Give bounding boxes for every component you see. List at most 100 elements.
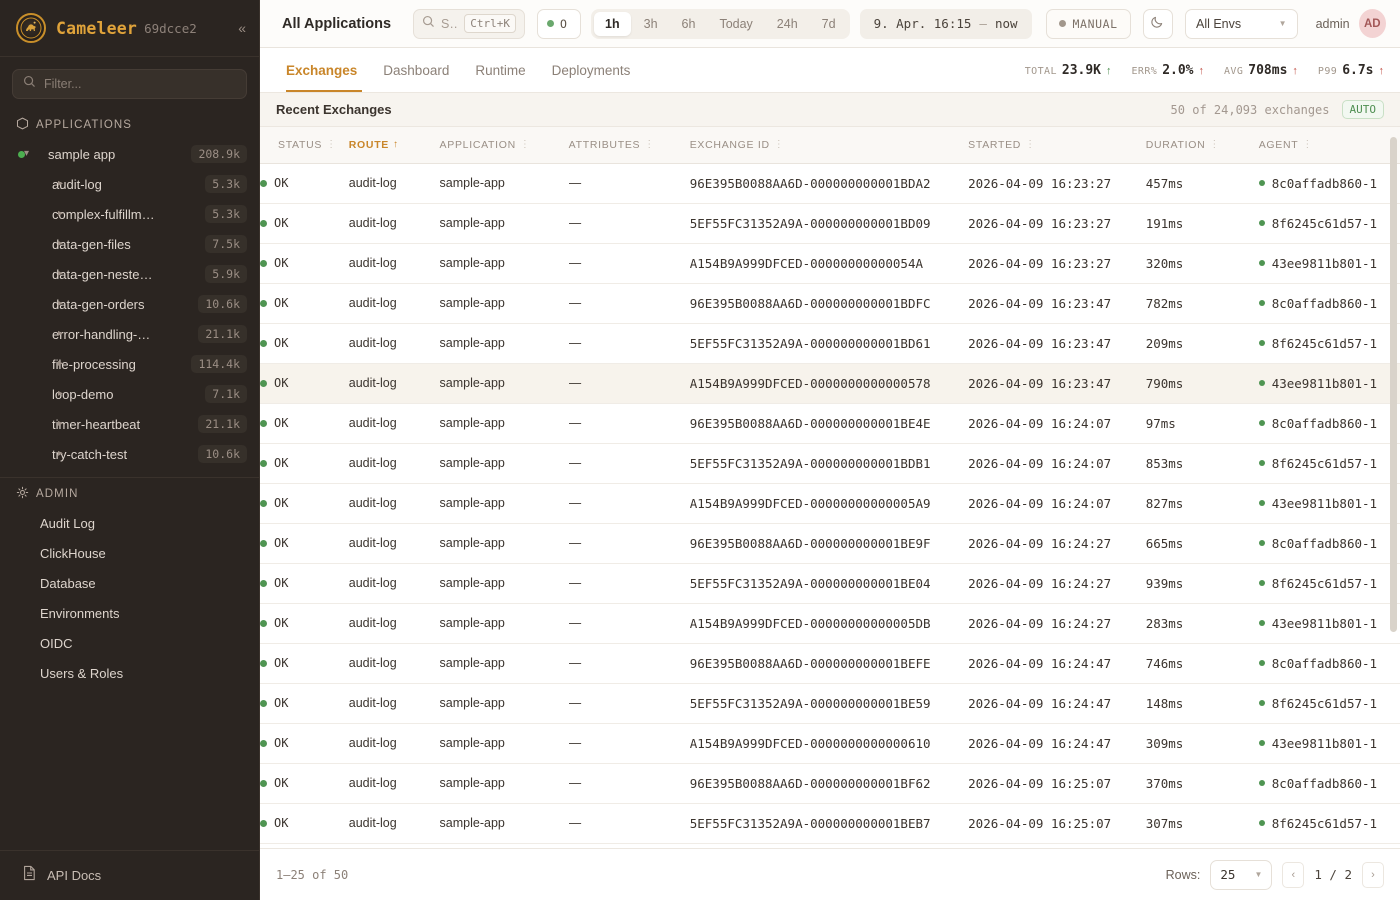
sidebar-route-item[interactable]: ▸ file-processing 114.4k	[0, 349, 259, 379]
cell-duration: 309ms	[1145, 723, 1259, 764]
tab-runtime[interactable]: Runtime	[475, 62, 526, 78]
table-row[interactable]: OK audit-log sample-app —96E395B0088AA6D-00…	[260, 403, 1400, 444]
table-row[interactable]: OK audit-log sample-app — A154B9A999DFCED-00…	[260, 723, 1400, 764]
cell-route: audit-log	[348, 323, 440, 364]
sidebar-header: Cameleer 69dcce2 «	[0, 0, 259, 57]
table-row[interactable]: OK audit-log sample-app — A154B9A999DFCED-00…	[260, 363, 1400, 404]
sidebar-filter[interactable]	[12, 69, 247, 99]
status-label: OK	[274, 656, 289, 670]
column-grip-icon[interactable]: ⋮	[1025, 139, 1036, 151]
status-dot-icon	[260, 539, 267, 547]
agent-label: 8c0affadb860-1	[1271, 775, 1378, 791]
table-row[interactable]: OK audit-log sample-app —96E395B0088AA6D-00…	[260, 763, 1400, 804]
sidebar-app-sample-app[interactable]: ▾ sample app 208.9k	[0, 139, 259, 169]
exchange-count-label: 50 of 24,093 exchanges	[1170, 102, 1330, 117]
env-select[interactable]: All Envs ▼	[1184, 8, 1298, 39]
search-input[interactable]: S… Ctrl+K	[413, 8, 526, 39]
range-btn-24h[interactable]: 24h	[776, 16, 798, 31]
agent-status-dot-icon	[1258, 540, 1265, 546]
table-row[interactable]: OK audit-log sample-app —96E395B0088AA6D-00…	[260, 523, 1400, 564]
theme-toggle-button[interactable]	[1142, 8, 1173, 39]
column-grip-icon[interactable]: ⋮	[773, 139, 785, 151]
sidebar-item-clickhouse[interactable]: ClickHouse	[40, 545, 106, 561]
table-row[interactable]: OK audit-log sample-app —5EF55FC31352A9A-00…	[260, 323, 1400, 364]
time-range-chip[interactable]: 9. Apr. 16:15 — now	[859, 8, 1032, 39]
sidebar-filter-input[interactable]	[44, 77, 236, 91]
next-page-button[interactable]: ›	[1362, 861, 1384, 888]
sidebar-route-item[interactable]: ▸ data-gen-neste… 5.9k	[0, 259, 259, 289]
sidebar-item-environments[interactable]: Environments	[40, 605, 120, 621]
column-grip-icon[interactable]: ⋮	[519, 139, 531, 151]
column-grip-icon[interactable]: ⋮	[1302, 139, 1314, 151]
column-grip-icon[interactable]: ⋮	[644, 139, 655, 151]
table-row[interactable]: OK audit-log sample-app —5EF55FC31352A9A-00…	[260, 563, 1400, 604]
sidebar-route-item[interactable]: ▸ data-gen-orders 10.6k	[0, 289, 259, 319]
col-header-status[interactable]: STATUS ⋮	[260, 127, 349, 164]
table-row[interactable]: OK audit-log sample-app —5EF55FC31352A9A-00…	[260, 683, 1400, 724]
sidebar-item-audit-log[interactable]: Audit Log	[40, 515, 95, 531]
cell-duration: 97ms	[1145, 403, 1259, 444]
sidebar-item-api-docs[interactable]: API Docs	[0, 850, 259, 900]
app-scope-label[interactable]: All Applications	[282, 15, 392, 32]
sidebar-route-item[interactable]: ▸ complex-fulfillm… 5.3k	[0, 199, 259, 229]
table-row[interactable]: OK audit-log sample-app —96E395B0088AA6D-00…	[260, 163, 1400, 204]
avatar[interactable]: AD	[1358, 9, 1386, 38]
sidebar-route-item[interactable]: ▸ loop-demo 7.1k	[0, 379, 259, 409]
cell-status: OK	[260, 683, 349, 724]
agent-status-dot-icon	[1258, 220, 1265, 226]
cell-status: OK	[260, 723, 349, 764]
prev-page-button[interactable]: ‹	[1282, 861, 1305, 888]
table-row[interactable]: OK audit-log sample-app —5EF55FC31352A9A-00…	[260, 203, 1400, 244]
col-header-attributes[interactable]: ATTRIBUTES ⋮	[568, 127, 690, 164]
sidebar-route-item[interactable]: ▸ try-catch-test 10.6k	[0, 439, 259, 469]
table-row[interactable]: OK audit-log sample-app —96E395B0088AA6D-00…	[260, 283, 1400, 324]
table-vertical-scrollbar[interactable]	[1390, 137, 1397, 632]
sidebar-route-item[interactable]: ▸ error-handling-… 21.1k	[0, 319, 259, 349]
cell-route: audit-log	[348, 683, 440, 724]
table-row[interactable]: OK audit-log sample-app — A154B9A999DFCED-00…	[260, 603, 1400, 644]
table-row[interactable]: OK audit-log sample-app —5EF55FC31352A9A-00…	[260, 803, 1400, 844]
sidebar-route-count: 7.5k	[205, 235, 247, 253]
cell-started: 2026-04-09 16:24:27	[968, 563, 1146, 604]
cell-application: sample-app	[439, 483, 569, 524]
sidebar-route-item[interactable]: ▸ timer-heartbeat 21.1k	[0, 409, 259, 439]
live-status-pill[interactable]: O	[537, 8, 582, 39]
refresh-mode-pill[interactable]: MANUAL	[1045, 8, 1131, 39]
col-header-agent[interactable]: AGENT ⋮	[1258, 127, 1400, 164]
agent-status-dot-icon	[1258, 380, 1265, 386]
cell-duration: 191ms	[1145, 203, 1259, 244]
rows-per-page-select[interactable]: 25 ▼	[1210, 859, 1273, 890]
sidebar-item-oidc[interactable]: OIDC	[40, 635, 73, 651]
cell-status: OK	[260, 163, 349, 204]
range-btn-3h[interactable]: 3h	[643, 16, 658, 31]
table-row[interactable]: OK audit-log sample-app —5EF55FC31352A9A-00…	[260, 443, 1400, 484]
range-btn-1h[interactable]: 1h	[594, 11, 631, 36]
range-btn-7d[interactable]: 7d	[821, 16, 836, 31]
range-btn-today[interactable]: Today	[719, 16, 753, 31]
sidebar-route-item[interactable]: ▸ data-gen-files 7.5k	[0, 229, 259, 259]
sidebar-item-database[interactable]: Database	[40, 575, 96, 591]
sidebar-route-list: ▸ audit-log 5.3k ▸ complex-fulfillm… 5.3…	[0, 169, 259, 469]
search-shortcut-badge: Ctrl+K	[464, 14, 517, 33]
auto-refresh-badge[interactable]: AUTO	[1341, 100, 1384, 119]
col-header-application[interactable]: APPLICATION ⋮	[439, 127, 569, 164]
tab-dashboard[interactable]: Dashboard	[383, 62, 450, 78]
tab-deployments[interactable]: Deployments	[551, 62, 631, 78]
col-header-duration[interactable]: DURATION ⋮	[1145, 127, 1259, 164]
tab-exchanges[interactable]: Exchanges	[282, 48, 370, 92]
column-grip-icon[interactable]: ⋮	[1209, 139, 1221, 151]
col-header-exchange-id[interactable]: EXCHANGE ID ⋮	[689, 127, 969, 164]
col-header-started[interactable]: STARTED ⋮	[968, 127, 1146, 164]
sidebar-item-users-roles[interactable]: Users & Roles	[40, 665, 124, 681]
col-header-route[interactable]: ROUTE ↑	[348, 127, 440, 164]
sidebar-route-item[interactable]: ▸ audit-log 5.3k	[0, 169, 259, 199]
column-grip-icon[interactable]: ⋮	[326, 139, 337, 151]
table-row[interactable]: OK audit-log sample-app —96E395B0088AA6D-00…	[260, 643, 1400, 684]
cell-route: audit-log	[348, 283, 440, 324]
range-btn-6h[interactable]: 6h	[681, 16, 696, 31]
collapse-left-icon[interactable]: «	[238, 20, 246, 36]
table-row[interactable]: OK audit-log sample-app — A154B9A999DFCED-00…	[260, 243, 1400, 284]
table-row[interactable]: OK audit-log sample-app — A154B9A999DFCED-00…	[260, 483, 1400, 524]
agent-label: 8f6245c61d57-1	[1271, 815, 1378, 831]
cell-exchange-id: 5EF55FC31352A9A-000000000001BE04	[689, 563, 969, 604]
